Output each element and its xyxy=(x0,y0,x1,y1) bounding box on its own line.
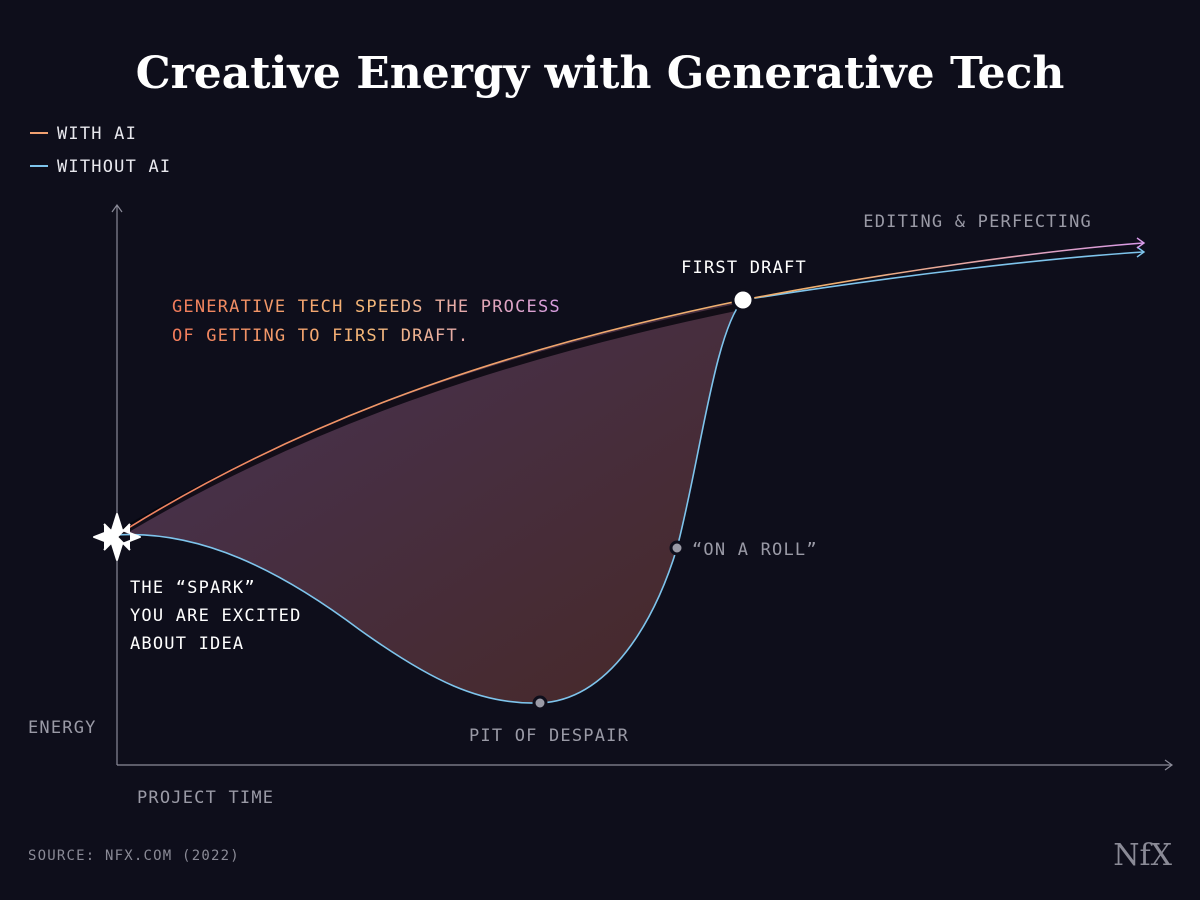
editing-label: EDITING & PERFECTING xyxy=(863,212,1092,232)
curve-arrow xyxy=(1136,246,1146,258)
logo: NfX xyxy=(1113,838,1172,873)
pit-label: PIT OF DESPAIR xyxy=(469,726,629,746)
title: Creative Energy with Generative Tech xyxy=(136,48,1065,99)
without-ai-curve xyxy=(116,251,1144,704)
on-a-roll-label: “ON A ROLL” xyxy=(692,540,818,560)
speeds-word: FIRST xyxy=(321,326,390,346)
gap-area xyxy=(117,300,743,704)
speeds-word: GETTING xyxy=(195,326,286,346)
pit-point xyxy=(532,695,548,711)
spark-label: ABOUT IDEA xyxy=(130,634,244,654)
shadow xyxy=(115,302,744,539)
speeds-word: TO xyxy=(286,326,320,346)
speeds-word: OF xyxy=(172,326,195,346)
speeds-word: GENERATIVE xyxy=(172,297,286,317)
first-draft-label: FIRST DRAFT xyxy=(681,258,807,278)
legend-label: WITHOUT AI xyxy=(57,157,171,177)
speeds-word: PROCESS xyxy=(469,297,560,317)
source: SOURCE: NFX.COM (2022) xyxy=(28,848,240,864)
axis-arrow xyxy=(111,203,123,213)
first-draft-point xyxy=(731,288,755,312)
speeds-word: SPEEDS xyxy=(344,297,424,317)
speeds-word: TECH xyxy=(286,297,343,317)
spark-icon xyxy=(93,513,141,561)
speeds-word: DRAFT. xyxy=(389,326,469,346)
legend-label: WITH AI xyxy=(57,124,137,144)
y-axis-label: ENERGY xyxy=(28,718,97,738)
speeds-line: OF GETTING TO FIRST DRAFT. xyxy=(172,326,469,346)
x-axis-label: PROJECT TIME xyxy=(137,788,274,808)
speeds-word: THE xyxy=(424,297,470,317)
spark-label: THE “SPARK” xyxy=(130,578,256,598)
on-a-roll-point xyxy=(669,540,685,556)
spark-label: YOU ARE EXCITED xyxy=(130,606,302,626)
speeds-line: GENERATIVE TECH SPEEDS THE PROCESS xyxy=(172,297,561,317)
axis-arrow xyxy=(1164,759,1174,771)
curve-arrow xyxy=(1136,237,1146,249)
with-ai-curve xyxy=(116,242,1144,536)
